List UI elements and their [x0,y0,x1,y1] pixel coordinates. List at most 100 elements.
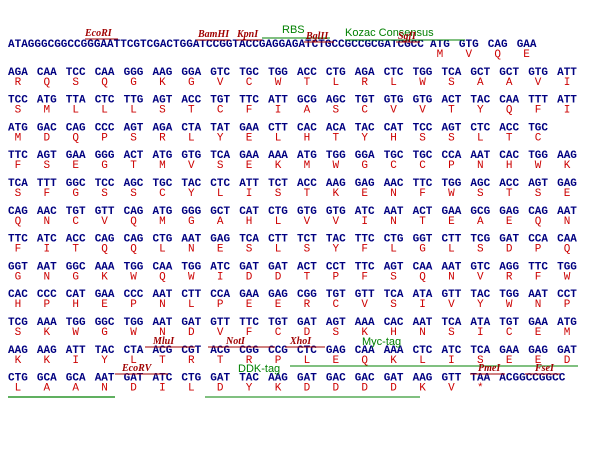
amino-acid: H [15,299,22,311]
amino-acid: H [390,327,397,339]
codon: GGA [181,67,201,79]
amino-acid: S [448,327,455,339]
amino-acid: E [101,299,108,311]
amino-acid: P [448,160,455,172]
amino-acid: P [217,299,224,311]
amino-acid: C [535,132,542,144]
codon: AGT [528,178,548,190]
amino-acid: Q [101,244,108,256]
codon: CTA [124,345,144,357]
amino-acid: S [101,188,108,200]
codon: CCC [95,122,115,134]
codon: AGT [37,150,57,162]
amino-acid: L [390,77,397,89]
amino-acid: T [304,188,311,200]
amino-acid: V [304,216,311,228]
codon: GAA [239,150,259,162]
amino-acid: W [188,271,195,283]
amino-acid: V [477,271,484,283]
amino-acid: I [564,77,571,89]
codon: CTG [384,234,404,246]
codon: TCG [470,234,490,246]
amino-acid: T [188,105,195,117]
amino-acid: C [159,188,166,200]
amino-acid: C [246,77,253,89]
codon: ATG [8,122,28,134]
amino-acid: L [15,383,22,395]
amino-acid: L [332,77,339,89]
amino-acid: I [477,327,484,339]
codon: TGG [326,150,346,162]
codon: ACG [153,345,173,357]
amino-acid: G [15,271,22,283]
codon: CAA [153,261,173,273]
codon: GAT [557,345,577,357]
codon: CAC [384,317,404,329]
amino-acid: Q [361,355,368,367]
codon: CTG [153,234,173,246]
amino-acid: N [159,327,166,339]
codon: ATT [557,95,577,107]
codon: GTG [459,39,479,51]
codon: AGC [470,178,490,190]
codon: ACA [326,122,346,134]
codon: GAG [499,206,519,218]
codon: CAG [488,39,508,51]
amino-acid: M [15,132,22,144]
codon: TTT [37,178,57,190]
codon: CAT [66,289,86,301]
codon: TGT [210,95,230,107]
codon: ACT [413,206,433,218]
codon: AGT [442,122,462,134]
codon: TCA [470,345,490,357]
enzyme-label: KpnI [236,29,259,40]
codon: GAC [355,373,375,385]
codon: GGT [413,234,433,246]
codon: TGC [153,178,173,190]
codon: AAA [384,345,404,357]
amino-acid: H [390,132,397,144]
amino-acid: G [101,327,108,339]
codon: AAT [37,261,57,273]
enzyme-label: FseI [534,363,555,374]
amino-acid: Y [217,132,224,144]
amino-acid: P [564,299,571,311]
codon: ATG [297,150,317,162]
tag-label: Kozac Consensus [345,27,434,39]
amino-acid: T [506,132,513,144]
amino-acid: G [72,271,79,283]
codon: ACT [124,150,144,162]
amino-acid: Q [43,77,50,89]
codon: CAA [355,345,375,357]
codon: GAT [124,373,144,385]
amino-acid: S [332,105,339,117]
codon: AGA [355,67,375,79]
codon: TGT [499,317,519,329]
amino-acid: N [43,271,50,283]
codon: AGA [153,122,173,134]
codon: TGG [413,67,433,79]
amino-acid: T [159,355,166,367]
codon: TGG [66,317,86,329]
codon: CTG [8,373,28,385]
codon: AGA [8,67,28,79]
amino-acid: S [130,132,137,144]
amino-acid: I [246,188,253,200]
codon: TCA [442,317,462,329]
codon: AAT [181,234,201,246]
tag-label: Myc-tag [362,336,401,348]
amino-acid: I [419,299,426,311]
codon: TAC [326,234,346,246]
codon: GTT [95,206,115,218]
codon: TCA [210,150,230,162]
amino-acid: F [15,160,22,172]
codon: GAG [268,289,288,301]
codon: CTC [210,178,230,190]
amino-acid: K [275,383,282,395]
codon: TGG [499,289,519,301]
codon: AAT [528,289,548,301]
amino-acid: F [535,105,542,117]
codon: TGG [442,178,462,190]
amino-acid: T [130,160,137,172]
